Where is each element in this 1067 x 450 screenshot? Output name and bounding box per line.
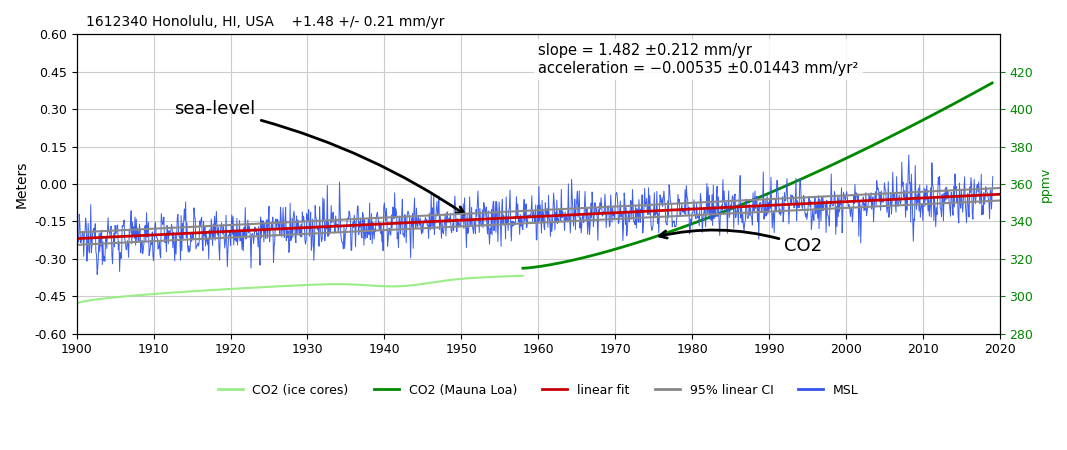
Y-axis label: ppmv: ppmv [1039,166,1052,202]
Text: 1612340 Honolulu, HI, USA    +1.48 +/- 0.21 mm/yr: 1612340 Honolulu, HI, USA +1.48 +/- 0.21… [85,15,444,29]
Text: slope = 1.482 ±0.212 mm/yr
acceleration = −0.00535 ±0.01443 mm/yr²: slope = 1.482 ±0.212 mm/yr acceleration … [538,43,859,76]
Y-axis label: Meters: Meters [15,160,29,208]
Text: CO2: CO2 [659,230,823,256]
Text: sea-level: sea-level [175,100,464,214]
Legend: CO2 (ice cores), CO2 (Mauna Loa), linear fit, 95% linear CI, MSL: CO2 (ice cores), CO2 (Mauna Loa), linear… [212,379,864,402]
